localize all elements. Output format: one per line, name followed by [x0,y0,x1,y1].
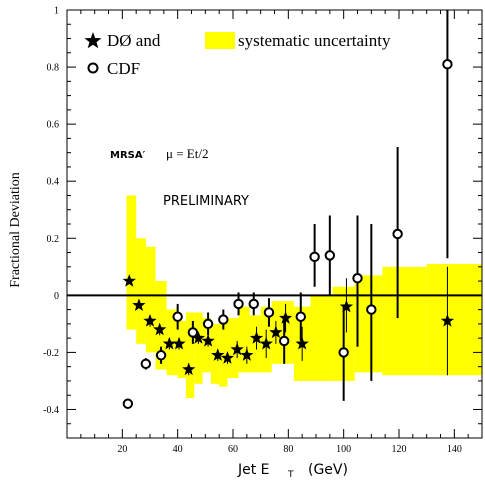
x-tick-label: 80 [283,444,293,455]
d0-star-marker [132,298,146,311]
legend-band-label: systematic uncertainty [238,31,391,50]
d0-star-marker [201,333,215,347]
y-tick-label: 1 [54,6,59,17]
preliminary-annotation: PRELIMINARY [163,194,249,209]
cdf-circle-marker [309,251,320,263]
y-tick-label: 0.4 [47,177,60,188]
cdf-circle-marker [352,273,363,284]
marker-layer [122,59,455,409]
d0-star-marker [143,314,157,327]
d0-star-marker [259,336,273,350]
d0-star-marker [162,336,177,350]
cdf-circle-marker [172,311,183,322]
x-tick-label: 120 [392,444,407,455]
cdf-circle-marker [122,398,134,409]
legend-d0-label: DØ and [107,31,161,50]
band-segment [145,246,156,353]
y-tick-label: 0 [54,291,59,302]
d0-star-marker [122,274,136,287]
x-tick-label: 60 [228,444,238,455]
cdf-circle-marker [202,318,214,330]
x-axis-label-main: Jet E [237,462,270,478]
cdf-circle-marker [324,250,336,261]
band-segment [354,275,383,373]
legend-cdf-circle-icon [87,62,99,74]
y-tick-label: 0.8 [47,63,60,74]
band-segment [310,295,333,381]
scale-annotation: μ = Et/2 [166,146,208,161]
x-axis-label-unit: (GeV) [308,462,348,478]
cdf-circle-marker [187,327,199,338]
d0-star-marker [172,336,186,350]
d0-star-marker [230,342,244,356]
d0-star-marker [440,314,455,327]
d0-star-marker [153,322,167,336]
axes-layer [66,9,483,439]
band-segment [177,321,186,379]
band-layer [126,195,482,399]
band-segment [426,263,482,376]
cdf-circle-marker [248,298,259,310]
cdf-circle-marker [366,304,377,315]
cdf-circle-marker [140,358,152,370]
d0-star-marker [295,336,309,350]
d0-star-marker [211,348,225,361]
y-axis-label: Fractional Deviation [8,172,23,287]
band-segment [126,195,137,330]
x-tick-label: 140 [447,444,462,455]
y-tick-label: 0.6 [47,120,60,131]
band-segment [249,315,261,373]
legend: DØ and systematic uncertainty CDF [84,31,391,78]
d0-star-marker [269,325,283,339]
d0-star-marker [182,362,196,376]
cdf-circle-marker [263,307,275,318]
d0-star-marker [191,331,206,344]
band-segment [238,306,250,373]
band-segment [382,266,427,376]
x-tick-label: 20 [117,444,127,455]
tick-label-layer: 20 40 60 80 100 120 140 -0.4 -0.2 0 0.2 0.4 0.6 0.8 1 [43,6,462,456]
band-segment [194,312,203,384]
legend-cdf-label: CDF [107,59,140,78]
band-segment [202,318,211,373]
y-tick-label: -0.2 [43,348,59,359]
cdf-circle-marker [338,347,349,358]
y-tick-label: 0.2 [47,234,60,245]
d0-star-marker [278,311,293,324]
y-tick-label: -0.4 [43,405,59,416]
x-axis-label: Jet E T (GeV) [237,462,348,480]
legend-d0-star-icon [84,32,102,49]
d0-star-marker [339,299,354,313]
band-segment [136,238,146,344]
legend-band-swatch [205,32,235,49]
band-segment [185,312,195,399]
band-segment [155,281,167,370]
band-segment [282,301,294,364]
cdf-circle-marker [155,350,167,361]
cdf-circle-marker [233,298,244,310]
pdf-annotation: MRSA′ [110,150,146,161]
cdf-circle-marker [442,59,453,70]
x-axis-label-sub: T [287,470,294,480]
x-tick-label: 100 [336,444,351,455]
cdf-circle-marker [278,335,290,347]
cdf-circle-marker [392,228,403,240]
d0-star-marker [240,348,254,361]
d0-star-marker [249,331,264,344]
cdf-circle-marker [218,314,229,325]
d0-star-marker [220,351,235,364]
cdf-circle-marker [295,311,306,322]
x-tick-label: 40 [173,444,183,455]
